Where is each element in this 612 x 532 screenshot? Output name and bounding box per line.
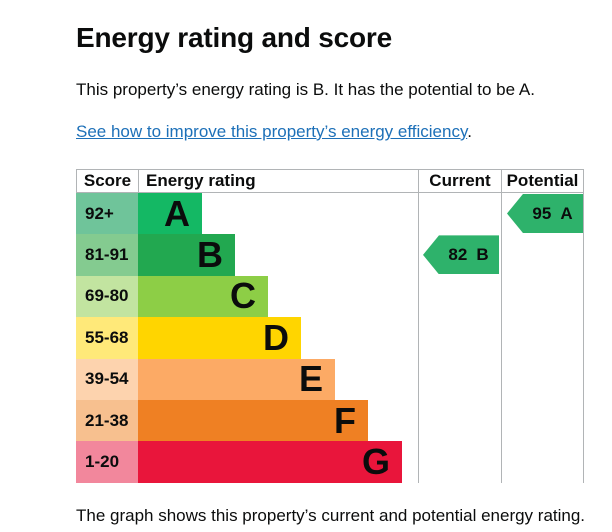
epc-rating-chart: Score Energy rating Current Potential 92… <box>76 169 584 483</box>
band-letter-f: F <box>334 399 356 441</box>
band-row-e: 39-54 E <box>76 358 584 400</box>
band-bar-a: A <box>138 192 202 235</box>
column-header-score: Score <box>76 170 138 192</box>
band-bar-e: E <box>138 358 335 400</box>
potential-cell <box>501 317 584 359</box>
band-bar-cell: C <box>138 275 418 318</box>
column-header-potential: Potential <box>501 170 584 192</box>
band-letter-g: G <box>361 441 390 483</box>
band-score-range: 69-80 <box>76 275 138 318</box>
band-letter-e: E <box>298 358 323 400</box>
epc-header-row: Score Energy rating Current Potential <box>76 170 584 193</box>
potential-cell: 95 A <box>501 193 584 235</box>
band-letter-a: A <box>164 192 190 234</box>
band-score-range: 21-38 <box>76 399 138 442</box>
band-bar-g: G <box>138 441 402 483</box>
band-letter-d: D <box>263 316 289 358</box>
current-cell <box>418 358 501 400</box>
band-bar-b: B <box>138 234 235 276</box>
current-cell <box>418 441 501 483</box>
column-header-energy-rating: Energy rating <box>138 170 418 192</box>
improve-paragraph: See how to improve this property’s energ… <box>76 121 612 143</box>
potential-cell <box>501 441 584 483</box>
potential-cell <box>501 275 584 318</box>
chart-caption: The graph shows this property’s current … <box>76 505 586 525</box>
potential-cell <box>501 234 584 276</box>
band-row-a: 92+ A 95 A <box>76 192 584 235</box>
link-suffix: . <box>467 122 472 141</box>
page-title: Energy rating and score <box>76 22 392 53</box>
band-row-f: 21-38 F <box>76 399 584 442</box>
band-score-range: 55-68 <box>76 317 138 359</box>
rating-summary-text: This property’s energy rating is B. It h… <box>76 80 535 99</box>
band-bar-cell: F <box>138 399 418 442</box>
current-cell <box>418 399 501 442</box>
band-score-range: 81-91 <box>76 234 138 276</box>
band-row-d: 55-68 D <box>76 316 584 359</box>
band-bar-cell: E <box>138 358 418 400</box>
band-row-g: 1-20 G <box>76 441 584 483</box>
potential-rating-arrow-icon: 95 A <box>507 194 583 233</box>
band-score-range: 1-20 <box>76 441 138 483</box>
band-letter-c: C <box>230 275 256 317</box>
band-bar-cell: B <box>138 234 418 276</box>
current-rating-arrow-icon: 82 B <box>423 235 499 275</box>
current-cell <box>418 317 501 359</box>
band-row-b: 81-91 B 82 B <box>76 234 584 276</box>
band-score-range: 92+ <box>76 193 138 235</box>
band-row-c: 69-80 C <box>76 275 584 318</box>
band-bar-cell: A <box>138 192 418 235</box>
potential-cell <box>501 399 584 442</box>
current-cell <box>418 275 501 318</box>
band-bar-c: C <box>138 275 268 318</box>
band-bar-f: F <box>138 399 368 442</box>
current-cell <box>418 193 501 235</box>
band-bar-d: D <box>138 316 301 359</box>
band-letter-b: B <box>197 234 223 276</box>
column-header-current: Current <box>418 170 501 192</box>
current-score: 82 <box>448 244 468 264</box>
band-score-range: 39-54 <box>76 358 138 400</box>
potential-score: 95 <box>532 203 552 223</box>
current-cell: 82 B <box>418 234 501 276</box>
potential-band: A <box>560 203 573 223</box>
potential-cell <box>501 358 584 400</box>
improve-efficiency-link[interactable]: See how to improve this property’s energ… <box>76 122 468 141</box>
band-bar-cell: D <box>138 316 418 359</box>
current-band: B <box>476 244 489 264</box>
band-bar-cell: G <box>138 441 418 483</box>
